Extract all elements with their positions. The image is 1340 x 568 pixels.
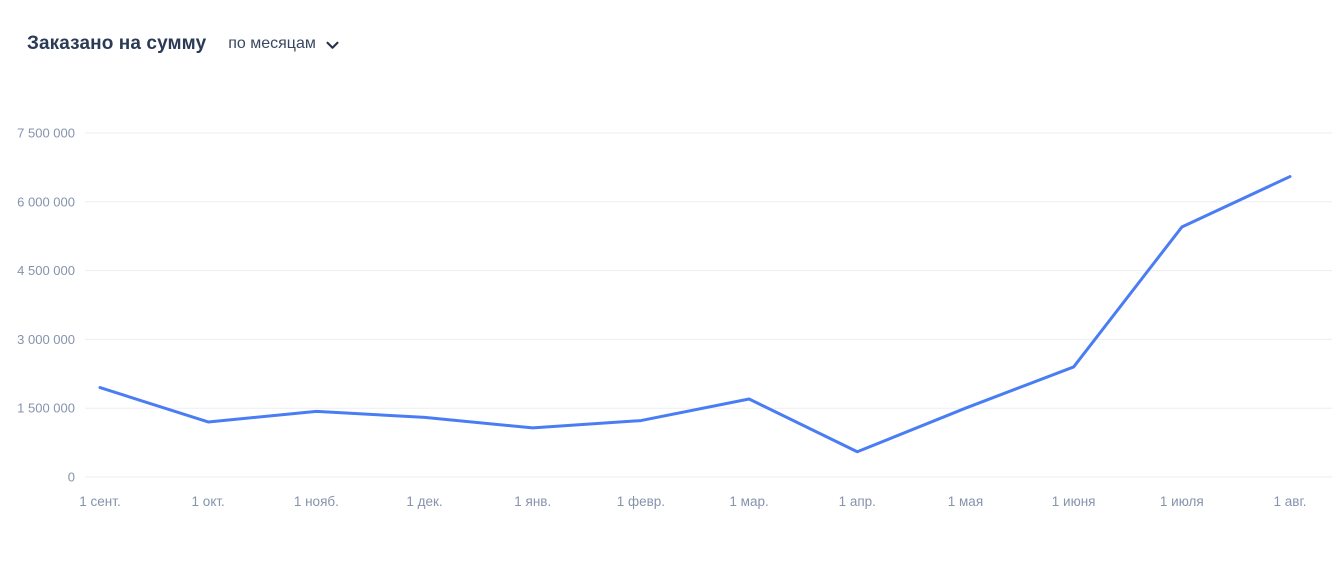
line-chart-canvas: 0 1 500 000 3 000 000 4 500 000 6 000 000 7 5… (17, 126, 1332, 509)
x-axis-tick-label: 1 дек. (406, 494, 442, 509)
chart-header: Заказано на сумму по месяцам (0, 0, 1340, 60)
x-axis-tick-label: 1 янв. (514, 494, 551, 509)
x-axis-tick-label: 1 июля (1160, 494, 1204, 509)
x-axis-tick-label: 1 июня (1052, 494, 1096, 509)
line-chart: 0 1 500 000 3 000 000 4 500 000 6 000 000 7 5… (0, 70, 1340, 525)
x-axis-tick-label: 1 мар. (729, 494, 768, 509)
y-axis-tick-label: 3 000 000 (17, 332, 75, 347)
period-selector-dropdown[interactable]: по месяцам (228, 35, 339, 53)
period-selector-label: по месяцам (228, 35, 316, 52)
chart-title: Заказано на сумму (27, 33, 207, 54)
x-axis-tick-label: 1 окт. (192, 494, 225, 509)
y-axis-tick-label: 6 000 000 (17, 194, 75, 209)
x-axis-tick-label: 1 нояб. (294, 494, 339, 509)
series-line (98, 175, 1292, 454)
x-axis-tick-label: 1 мая (948, 494, 983, 509)
y-axis-tick-label: 4 500 000 (17, 263, 75, 278)
y-axis-tick-label: 0 (68, 470, 75, 485)
x-axis-tick-label: 1 апр. (839, 494, 876, 509)
chevron-down-icon (326, 41, 339, 50)
x-axis-tick-label: 1 февр. (617, 494, 665, 509)
y-axis-tick-label: 7 500 000 (17, 126, 75, 141)
y-axis-tick-label: 1 500 000 (17, 401, 75, 416)
x-axis-tick-label: 1 авг. (1274, 494, 1307, 509)
x-axis-tick-label: 1 сент. (79, 494, 120, 509)
